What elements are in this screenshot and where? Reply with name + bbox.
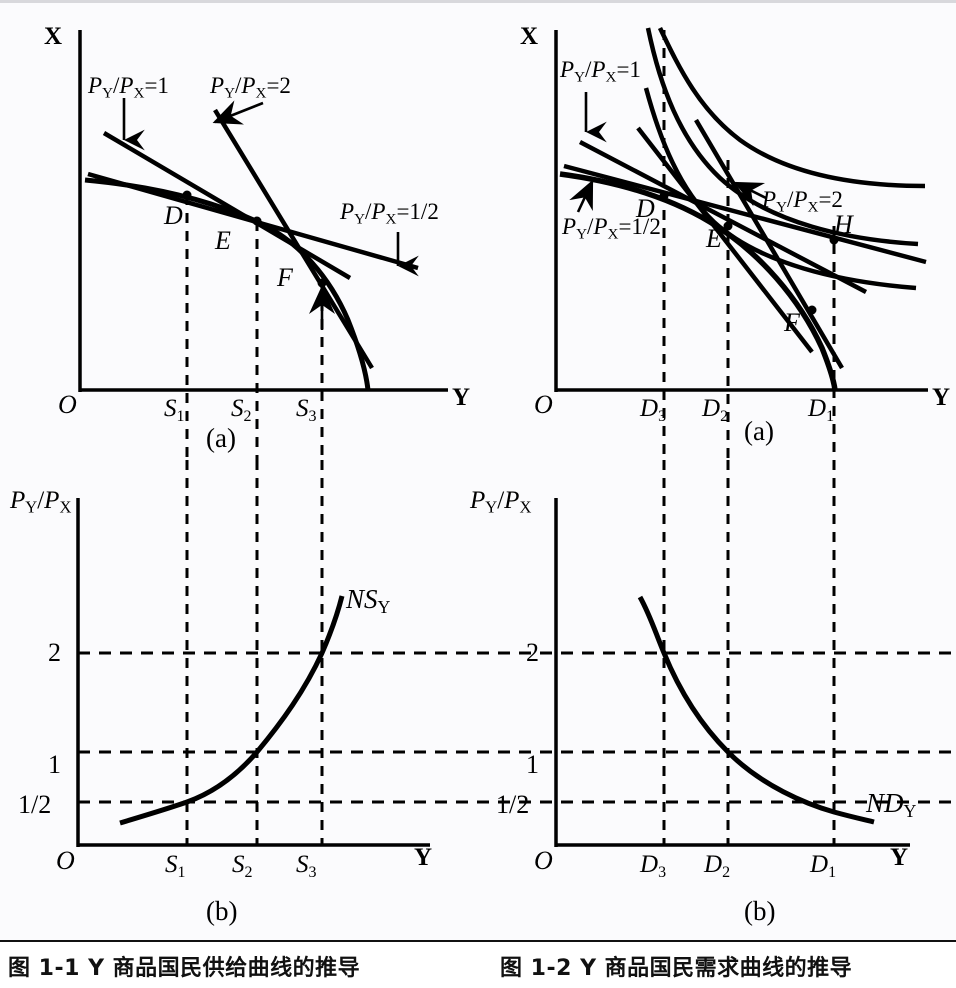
panel-a-left-tangency-dots: [182, 190, 327, 288]
panel-a-left-priceline-two: [213, 108, 374, 370]
panel-b-left-ytick-half: 1/2: [18, 790, 52, 819]
panel-a-left-point-e: E: [215, 226, 231, 255]
panel-b-left-supply-curve: [119, 595, 345, 826]
panel-b-right-xtick-2: D2: [704, 851, 731, 881]
panel-a-right-price-label-1: PY/PX=1: [560, 57, 641, 86]
panel-a-left-priceline-one: [102, 131, 352, 280]
panel-b-left-ytick-1: 1: [48, 750, 61, 779]
panel-a-right-yaxis-label: X: [520, 23, 539, 50]
panel-b-left-dashed-verticals: [185, 460, 324, 845]
caption-bar: 图 1-1 Y 商品国民供给曲线的推导 图 1-2 Y 商品国民需求曲线的推导: [0, 940, 956, 988]
panel-a-left-price-label-1: PY/PX=1: [88, 73, 169, 102]
panel-b-left-ytick-2: 2: [48, 638, 61, 667]
top-divider: [0, 0, 956, 3]
panel-b-right-ytick-2: 2: [526, 638, 539, 667]
panel-a-left-yaxis-label: X: [44, 23, 63, 50]
panel-b-right-subpanel-label: (b): [744, 896, 776, 926]
panel-a-right-point-e: E: [706, 224, 722, 253]
panel-b-right-origin-label: O: [534, 846, 553, 875]
panel-b-right-xtick-3: D1: [810, 851, 837, 881]
panel-a-right-point-d: D: [636, 194, 655, 223]
panel-a-left-ppf-curve: [84, 177, 371, 391]
panel-b-left-axes: [76, 498, 430, 847]
panel-b-right-axes: [554, 498, 910, 847]
panel-b-left-subpanel-label: (b): [206, 896, 238, 926]
panel-b-left-xtick-3: S3: [296, 851, 317, 881]
panel-b-right-xaxis-label: Y: [890, 844, 909, 871]
panel-a-right-indifference-curve-3: [657, 27, 926, 189]
panel-b-right-dashed-verticals: [662, 460, 836, 845]
panel-a-right-xtick-3: D1: [808, 395, 835, 425]
panel-a-right-point-h: H: [834, 210, 853, 239]
panel-b-left-xtick-1: S1: [165, 851, 186, 881]
panel-b-left-xtick-2: S2: [232, 851, 253, 881]
panel-a-right-xtick-2: D2: [702, 395, 729, 425]
panel-a-left-origin-label: O: [58, 390, 77, 419]
panel-a-left-xtick-2: S2: [231, 395, 252, 425]
panel-a-left-point-d: D: [164, 201, 183, 230]
panel-b-left-origin-label: O: [56, 846, 75, 875]
panel-a-right-price-label-3: PY/PX=1/2: [562, 214, 661, 243]
panel-a-left-price-label-3: PY/PX=1/2: [340, 199, 439, 228]
panel-b-left-xaxis-label: Y: [414, 844, 433, 871]
panel-a-right-price-label-2: PY/PX=2: [762, 187, 843, 216]
panel-b-right-demand-curve: [637, 595, 875, 825]
panel-a-right-xtick-1: D3: [640, 395, 667, 425]
panel-b-right-ytick-1: 1: [526, 750, 539, 779]
panel-a-right-xaxis-label: Y: [932, 384, 951, 411]
panel-a-right-leader-arrows: [569, 92, 767, 213]
panel-b-right-xtick-1: D3: [640, 851, 667, 881]
panel-a-left-point-f: F: [277, 263, 293, 292]
panel-b-left-dashed-horizontals: [78, 651, 956, 804]
panel-a-left-price-label-2: PY/PX=2: [210, 73, 291, 102]
panel-a-right-origin-label: O: [534, 390, 553, 419]
figure-caption-right: 图 1-2 Y 商品国民需求曲线的推导: [500, 956, 853, 981]
panel-a-right-subpanel-label: (a): [744, 416, 774, 446]
panel-a-left-xaxis-label: Y: [452, 384, 471, 411]
panel-a-left-xtick-1: S1: [164, 395, 185, 425]
panel-b-left-curve-name: NSY: [346, 584, 391, 617]
panel-a-left-xtick-3: S3: [296, 395, 317, 425]
panel-b-left-yaxis-label: PY/PX: [10, 487, 72, 517]
panel-a-left-subpanel-label: (a): [206, 423, 236, 453]
panel-b-right-yaxis-label: PY/PX: [470, 487, 532, 517]
figure-caption-left: 图 1-1 Y 商品国民供给曲线的推导: [8, 956, 361, 981]
panel-a-right-point-f: F: [784, 308, 800, 337]
panel-b-right-curve-name: NDY: [866, 788, 917, 821]
panel-b-right-ytick-half: 1/2: [496, 790, 530, 819]
